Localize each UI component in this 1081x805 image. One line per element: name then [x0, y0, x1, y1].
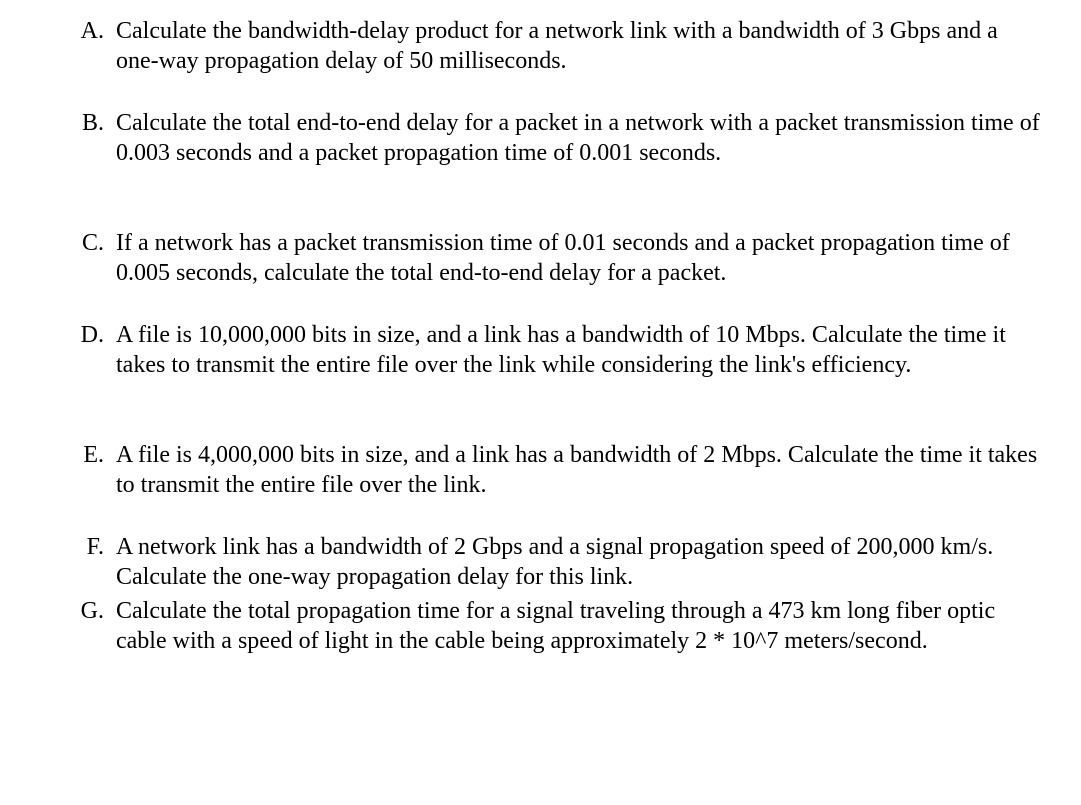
question-text: If a network has a packet transmission t… — [116, 230, 1010, 286]
question-item-c: If a network has a packet transmission t… — [110, 228, 1041, 288]
question-item-a: Calculate the bandwidth-delay product fo… — [110, 16, 1041, 76]
question-item-b: Calculate the total end-to-end delay for… — [110, 108, 1041, 168]
question-text: A file is 4,000,000 bits in size, and a … — [116, 442, 1037, 498]
question-item-f: A network link has a bandwidth of 2 Gbps… — [110, 532, 1041, 592]
question-text: A network link has a bandwidth of 2 Gbps… — [116, 534, 993, 590]
question-list: Calculate the bandwidth-delay product fo… — [40, 16, 1041, 656]
question-item-g: Calculate the total propagation time for… — [110, 596, 1041, 656]
question-text: A file is 10,000,000 bits in size, and a… — [116, 322, 1006, 378]
question-item-e: A file is 4,000,000 bits in size, and a … — [110, 440, 1041, 500]
question-text: Calculate the total end-to-end delay for… — [116, 110, 1040, 166]
question-text: Calculate the bandwidth-delay product fo… — [116, 18, 998, 74]
question-item-d: A file is 10,000,000 bits in size, and a… — [110, 320, 1041, 380]
question-text: Calculate the total propagation time for… — [116, 598, 995, 654]
